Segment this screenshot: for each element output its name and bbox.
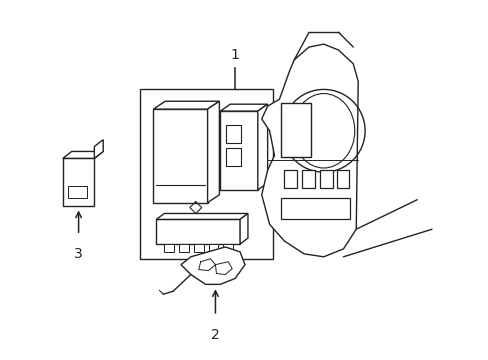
Text: 2: 2: [211, 328, 220, 342]
Bar: [153, 109, 207, 203]
Polygon shape: [240, 213, 247, 244]
Bar: [68, 186, 87, 198]
Polygon shape: [156, 213, 247, 219]
Polygon shape: [257, 104, 267, 190]
Bar: [140, 89, 272, 259]
Polygon shape: [153, 101, 219, 109]
Text: 3: 3: [74, 247, 83, 261]
Polygon shape: [207, 101, 219, 203]
Bar: [302, 170, 314, 188]
Bar: [164, 244, 174, 252]
Bar: [223, 244, 233, 252]
Bar: [220, 111, 257, 190]
Bar: [63, 158, 94, 206]
Polygon shape: [94, 140, 103, 158]
Text: 1: 1: [230, 48, 239, 62]
Bar: [226, 148, 241, 166]
Bar: [193, 244, 203, 252]
Bar: [336, 170, 348, 188]
Polygon shape: [63, 152, 103, 158]
Bar: [208, 244, 218, 252]
Bar: [284, 170, 297, 188]
Bar: [319, 170, 332, 188]
Polygon shape: [181, 247, 244, 284]
Bar: [156, 219, 240, 244]
Bar: [281, 103, 310, 157]
Polygon shape: [220, 104, 267, 111]
Bar: [226, 125, 241, 143]
Polygon shape: [261, 44, 358, 257]
Bar: [179, 244, 188, 252]
Bar: [281, 198, 349, 219]
